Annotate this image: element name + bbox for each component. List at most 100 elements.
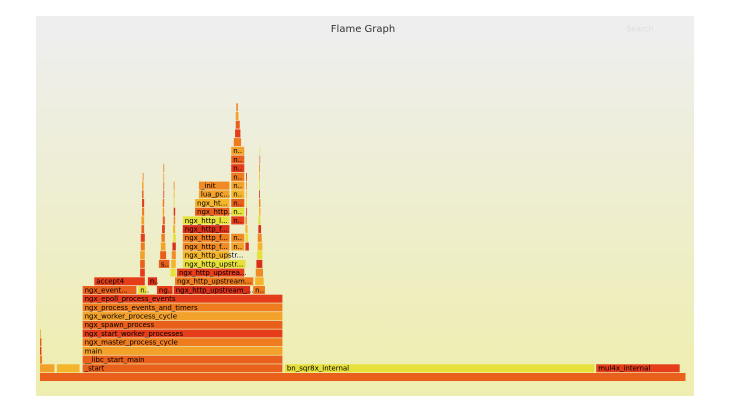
frame[interactable]	[140, 259, 145, 268]
frame[interactable]	[170, 268, 176, 277]
frame[interactable]	[163, 181, 165, 190]
frame[interactable]	[198, 190, 230, 199]
frame[interactable]	[173, 225, 176, 234]
frame[interactable]	[82, 346, 283, 355]
frame[interactable]	[162, 225, 165, 234]
frame[interactable]	[140, 242, 145, 251]
frame[interactable]	[198, 181, 230, 190]
frame[interactable]	[147, 277, 158, 286]
frame[interactable]	[231, 207, 245, 216]
frame[interactable]	[162, 199, 165, 207]
frame[interactable]	[141, 216, 145, 225]
frame[interactable]	[142, 190, 144, 199]
frame[interactable]	[142, 207, 145, 216]
frame[interactable]	[172, 242, 176, 251]
frame[interactable]	[94, 277, 145, 286]
frame[interactable]	[138, 286, 147, 294]
frame[interactable]	[195, 199, 230, 207]
frame[interactable]	[236, 103, 238, 112]
frame[interactable]	[231, 155, 245, 164]
frame[interactable]	[176, 268, 245, 277]
frame[interactable]	[182, 216, 230, 225]
frame[interactable]	[173, 233, 176, 242]
frame[interactable]	[182, 259, 246, 268]
frame[interactable]	[259, 155, 261, 164]
frame[interactable]	[182, 242, 230, 251]
frame[interactable]	[171, 251, 176, 260]
frame[interactable]	[246, 207, 247, 216]
frame[interactable]	[231, 233, 245, 242]
frame[interactable]	[231, 190, 245, 199]
frame[interactable]	[284, 364, 595, 373]
frame[interactable]	[158, 259, 170, 268]
frame[interactable]	[162, 216, 165, 225]
frame[interactable]	[245, 216, 247, 225]
frame[interactable]	[162, 207, 165, 216]
frame[interactable]	[231, 216, 245, 225]
frame[interactable]	[259, 146, 261, 155]
frame[interactable]	[231, 181, 245, 190]
frame[interactable]	[40, 338, 42, 347]
frame[interactable]	[182, 225, 230, 234]
frame[interactable]	[40, 364, 55, 373]
frame[interactable]	[161, 233, 165, 242]
frame[interactable]	[182, 251, 230, 260]
frame[interactable]	[56, 364, 80, 373]
frame[interactable]	[246, 172, 247, 181]
frame[interactable]	[245, 233, 249, 242]
frame[interactable]	[142, 172, 144, 181]
frame[interactable]	[231, 199, 245, 207]
frame[interactable]	[82, 320, 283, 329]
frame[interactable]	[258, 225, 262, 234]
frame[interactable]	[173, 181, 175, 190]
frame[interactable]	[231, 242, 245, 251]
frame[interactable]	[82, 364, 283, 373]
frame[interactable]	[82, 294, 283, 303]
frame[interactable]	[258, 164, 260, 173]
frame[interactable]	[163, 164, 165, 173]
frame[interactable]	[231, 146, 245, 155]
frame[interactable]	[245, 242, 249, 251]
frame[interactable]	[255, 277, 264, 286]
frame[interactable]	[163, 172, 165, 181]
frame[interactable]	[231, 172, 245, 181]
frame[interactable]	[141, 225, 145, 234]
frame[interactable]	[246, 199, 247, 207]
frame[interactable]	[140, 251, 145, 260]
frame[interactable]	[195, 207, 230, 216]
frame[interactable]	[160, 242, 166, 251]
frame[interactable]	[235, 129, 241, 138]
frame[interactable]	[258, 181, 260, 190]
frame[interactable]	[596, 364, 680, 373]
frame[interactable]	[231, 164, 245, 173]
frame[interactable]	[246, 181, 247, 190]
frame[interactable]	[256, 259, 263, 268]
frame[interactable]	[246, 190, 247, 199]
frame[interactable]	[173, 190, 175, 199]
frame[interactable]	[173, 199, 175, 207]
frame[interactable]	[142, 181, 144, 190]
frame[interactable]	[82, 338, 283, 347]
frame[interactable]	[140, 233, 145, 242]
frame[interactable]	[182, 233, 230, 242]
frame[interactable]	[235, 120, 240, 129]
frame[interactable]	[82, 329, 283, 338]
frame[interactable]	[140, 268, 145, 277]
frame[interactable]	[258, 190, 260, 199]
frame[interactable]	[40, 373, 686, 381]
frame[interactable]	[235, 112, 239, 120]
frame[interactable]	[258, 207, 261, 216]
frame[interactable]	[258, 216, 261, 225]
frame[interactable]	[142, 199, 145, 207]
frame[interactable]	[40, 355, 43, 364]
frame[interactable]	[173, 216, 176, 225]
frame[interactable]	[82, 303, 283, 312]
frame[interactable]	[258, 172, 260, 181]
frame[interactable]	[82, 355, 283, 364]
frame[interactable]	[245, 225, 248, 234]
frame[interactable]	[82, 312, 283, 321]
frame[interactable]	[40, 346, 42, 355]
frame[interactable]	[171, 259, 176, 268]
frame[interactable]	[253, 286, 265, 294]
frame[interactable]	[175, 277, 254, 286]
